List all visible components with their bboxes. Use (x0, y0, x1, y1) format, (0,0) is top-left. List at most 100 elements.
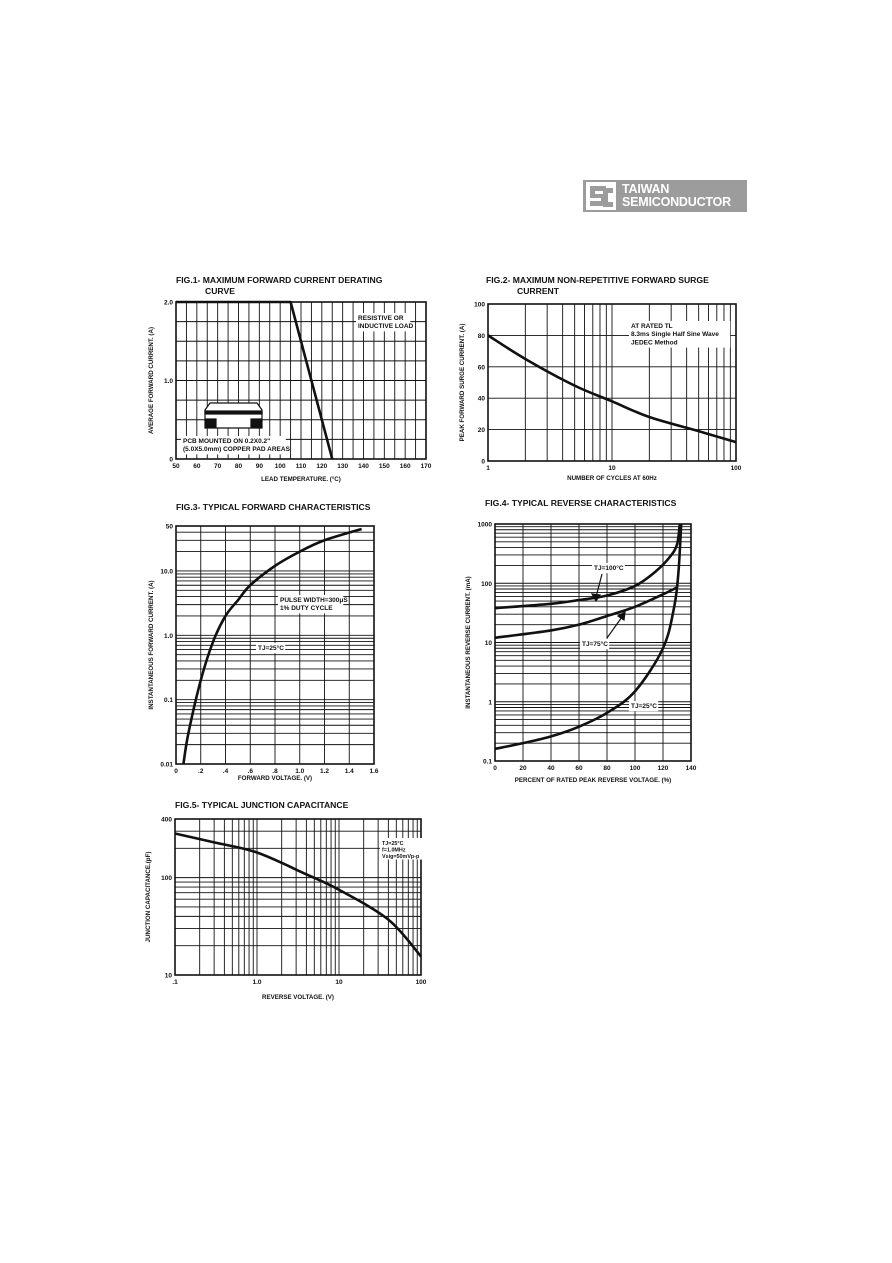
package-outline (204, 402, 263, 429)
x-tick-label: 0 (493, 765, 497, 772)
logo-text: TAIWAN SEMICONDUCTOR (622, 183, 731, 209)
x-tick-label: .4 (223, 768, 229, 775)
x-tick-label: .8 (272, 768, 278, 775)
y-tick-label: 100 (161, 875, 172, 882)
annotation-text: AT RATED TL (631, 323, 673, 330)
x-tick-label: 100 (275, 463, 286, 470)
y-tick-label: 10.0 (160, 568, 173, 575)
annotation-bg (580, 639, 610, 650)
y-tick-label: 0.1 (483, 759, 492, 766)
chart-title-line2: CURVE (205, 286, 235, 296)
x-tick-label: 50 (172, 463, 180, 470)
series-line (487, 334, 737, 444)
annotation-text: INDUCTIVE LOAD (358, 323, 414, 330)
package-pad-right (250, 418, 262, 428)
plot-frame (487, 303, 737, 462)
x-tick-label: 1.0 (295, 768, 304, 775)
y-axis-label: JUNCTION CAPACITANCE.(pF) (145, 852, 152, 943)
annotation-text: TJ=25°C (258, 644, 284, 652)
annotation-text: PCB MOUNTED ON 0.2X0.2" (183, 438, 270, 445)
annotation-arrows (590, 573, 626, 639)
annotation-text: JEDEC Method (631, 339, 678, 346)
arrow-head-icon (590, 593, 602, 603)
x-axis-label: LEAD TEMPERATURE. (°C) (261, 476, 341, 483)
y-tick-label: 10 (485, 640, 493, 647)
plot-frame (175, 301, 427, 460)
x-tick-label: 100 (731, 465, 742, 472)
plot-frame (494, 523, 692, 762)
arrow-tj75 (606, 616, 623, 639)
chart-title-line2: CURRENT (517, 286, 560, 296)
annotation-bg (629, 701, 659, 712)
series-line-tj75c (494, 586, 678, 640)
chart-fig1: 50 60 70 80 90 100 110 120 130 140 150 160 170 0 1.0 2.… (148, 275, 432, 483)
plot-frame (175, 525, 375, 765)
chart-fig4: 0 20 40 60 80 100 120 140 0.1 1 10 100 1000 FIG.4- TY… (465, 498, 697, 784)
annotation-bg (356, 313, 411, 332)
x-tick-label: 100 (416, 979, 427, 986)
annotation-text: RESISTIVE OR (358, 315, 404, 322)
logo-mark-icon (586, 182, 616, 210)
x-tick-label: 120 (316, 463, 327, 470)
y-tick-label: 10 (165, 973, 173, 980)
y-tick-label: 100 (474, 302, 485, 309)
x-tick-label: 80 (603, 765, 611, 772)
package-pad-left (205, 418, 217, 428)
y-tick-label: 1000 (478, 522, 493, 529)
chart-title: FIG.3- TYPICAL FORWARD CHARACTERISTICS (176, 502, 371, 512)
y-tick-label: 0.1 (164, 697, 173, 704)
annotation-text: TJ=75°C (582, 640, 608, 648)
arrow-head-icon (616, 610, 626, 622)
x-tick-label: 90 (256, 463, 264, 470)
x-tick-label: 160 (400, 463, 411, 470)
x-tick-label: 140 (686, 765, 697, 772)
chart-title: FIG.1- MAXIMUM FORWARD CURRENT DERATING (176, 275, 383, 285)
annotation-text: f=1.0MHz (382, 848, 406, 854)
x-tick-label: 140 (358, 463, 369, 470)
annotation-bg (380, 838, 428, 860)
chart-title: FIG.4- TYPICAL REVERSE CHARACTERISTICS (485, 498, 677, 508)
y-tick-label: 0 (169, 457, 173, 464)
chart-fig3: 0 .2 .4 .6 .8 1.0 1.2 1.4 1.6 0.01 0.1 1.0 10.0 50 FIG… (148, 502, 379, 782)
x-tick-label: .2 (198, 768, 204, 775)
annotation-bg (181, 436, 286, 455)
series-line (182, 527, 363, 765)
y-tick-label: 0.01 (160, 762, 173, 769)
taiwan-semiconductor-logo: TAIWAN SEMICONDUCTOR (583, 180, 747, 212)
annotation-text: TJ=25°C (631, 702, 657, 710)
package-drawing-icon (204, 402, 263, 429)
x-tick-label: 1.2 (320, 768, 329, 775)
annotation-text: 8.3ms Single Half Sine Wave (631, 331, 719, 338)
x-tick-label: .6 (248, 768, 254, 775)
logo-line2: SEMICONDUCTOR (622, 195, 731, 209)
x-axis-label: REVERSE VOLTAGE. (V) (262, 994, 334, 1001)
x-tick-label: 10 (608, 465, 616, 472)
y-tick-label: 60 (478, 364, 486, 371)
y-tick-label: 1.0 (164, 378, 173, 385)
x-tick-label: 60 (575, 765, 583, 772)
x-tick-label: 10 (335, 979, 343, 986)
x-tick-label: 170 (421, 463, 432, 470)
x-axis-label: FORWARD VOLTAGE. (V) (238, 775, 312, 782)
y-tick-label: 100 (481, 581, 492, 588)
x-tick-label: 1 (486, 465, 490, 472)
annotation-text: (5.0X5.0mm) COPPER PAD AREAS (183, 446, 291, 453)
series-line (176, 300, 334, 460)
package-lead-top (204, 410, 263, 415)
x-tick-label: 1.6 (369, 768, 378, 775)
logo-line1: TAIWAN (622, 182, 670, 196)
series-line (174, 832, 422, 958)
y-tick-label: 0 (481, 459, 485, 466)
y-axis-label: PEAK FORWARD SURGE CURRENT. (A) (459, 324, 466, 442)
x-tick-label: 20 (519, 765, 527, 772)
plot-frame (174, 818, 422, 976)
x-tick-label: 40 (547, 765, 555, 772)
x-tick-label: 60 (193, 463, 201, 470)
x-tick-label: 110 (296, 463, 307, 470)
y-axis-label: INSTANTANEOUS REVERSE CURRENT. (mA) (465, 576, 472, 708)
annotation-text: TJ=100°C (594, 564, 624, 572)
x-tick-label: 1.4 (345, 768, 354, 775)
annotation-bg (256, 643, 286, 654)
